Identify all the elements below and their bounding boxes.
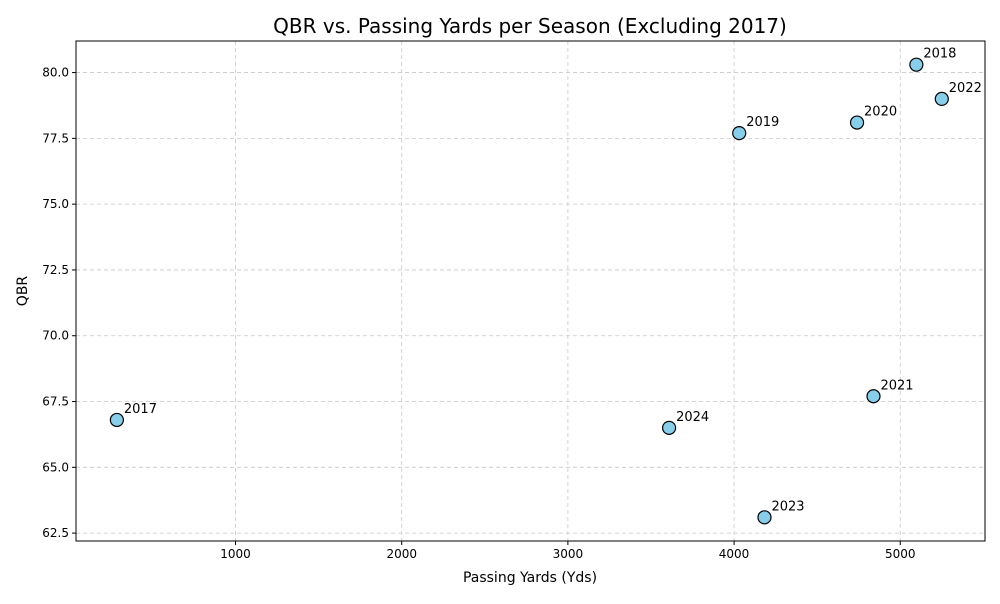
data-point-2020 [849, 115, 865, 130]
x-tick-label: 1000 [220, 547, 251, 561]
x-tick-label: 5000 [885, 547, 916, 561]
data-point-2022 [934, 91, 949, 106]
data-label-2020: 2020 [864, 105, 897, 120]
x-tick-label: 2000 [386, 547, 417, 561]
data-point-2024 [661, 420, 677, 435]
data-point-2018 [909, 57, 924, 72]
x-axis-ticks: 1000 2000 3000 4000 5000 [220, 541, 916, 561]
x-tick-label: 4000 [719, 547, 750, 561]
data-point-2023 [757, 510, 772, 525]
data-label-2018: 2018 [923, 47, 956, 62]
y-tick-label: 75.0 [42, 197, 69, 211]
y-axis-ticks: 62.5 65.0 67.5 70.0 72.5 75.0 77.5 80.0 [42, 66, 76, 540]
y-tick-label: 72.5 [42, 263, 69, 277]
y-tick-label: 65.0 [42, 460, 69, 474]
y-tick-label: 67.5 [42, 395, 69, 409]
y-axis-label: QBR [15, 276, 31, 307]
data-label-2019: 2019 [746, 115, 779, 130]
data-label-2024: 2024 [676, 410, 709, 425]
y-tick-label: 77.5 [42, 131, 69, 145]
y-tick-label: 80.0 [42, 66, 69, 80]
data-point-2017 [109, 412, 124, 428]
data-point-labels: 2017 2018 2019 2020 2021 2022 2023 2024 [124, 47, 982, 515]
grid-lines [76, 41, 985, 541]
chart-title: QBR vs. Passing Yards per Season (Exclud… [273, 14, 787, 38]
x-axis-label: Passing Yards (Yds) [463, 570, 597, 586]
x-tick-label: 3000 [553, 547, 584, 561]
data-label-2022: 2022 [949, 81, 982, 96]
plot-area-frame [75, 40, 986, 542]
data-point-2021 [866, 389, 881, 404]
data-label-2023: 2023 [771, 499, 804, 514]
data-points [109, 57, 949, 525]
data-label-2021: 2021 [880, 378, 913, 393]
data-point-2019 [732, 126, 747, 141]
y-tick-label: 62.5 [42, 526, 69, 540]
data-label-2017: 2017 [124, 402, 157, 417]
y-tick-label: 70.0 [42, 329, 69, 343]
